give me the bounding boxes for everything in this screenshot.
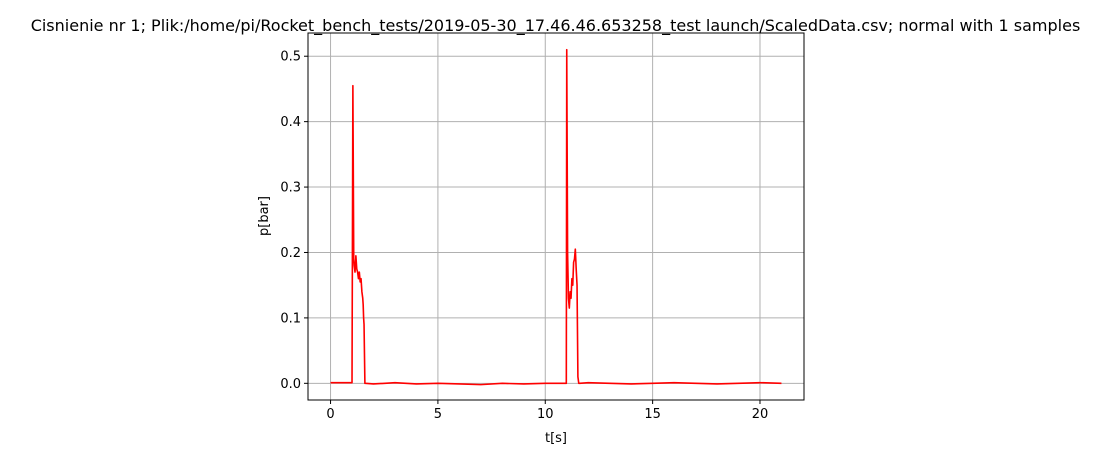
series-layer bbox=[330, 48, 782, 386]
y-tick-label: 0.5 bbox=[280, 50, 301, 65]
y-tick-label: 0.2 bbox=[280, 246, 301, 261]
plot-frame bbox=[307, 32, 805, 401]
y-tick-label: 0.4 bbox=[280, 115, 301, 130]
x-tick-label: 10 bbox=[537, 407, 554, 422]
ticks: 0 5 10 15 20 0.0 0.1 0.2 0.3 0.4 0.5 bbox=[280, 50, 768, 422]
grid bbox=[308, 33, 804, 400]
y-tick-label: 0.3 bbox=[280, 181, 301, 196]
chart-title: Cisnienie nr 1; Plik:/home/pi/Rocket_ben… bbox=[31, 16, 1081, 36]
y-tick-label: 0.0 bbox=[280, 377, 301, 392]
x-axis-label: t[s] bbox=[545, 431, 567, 446]
x-tick-label: 0 bbox=[326, 407, 334, 422]
x-tick-label: 5 bbox=[434, 407, 442, 422]
x-tick-label: 20 bbox=[752, 407, 769, 422]
y-axis-label: p[bar] bbox=[257, 196, 272, 236]
y-tick-label: 0.1 bbox=[280, 311, 301, 326]
pressure-series-line bbox=[330, 48, 782, 386]
x-tick-label: 15 bbox=[644, 407, 661, 422]
